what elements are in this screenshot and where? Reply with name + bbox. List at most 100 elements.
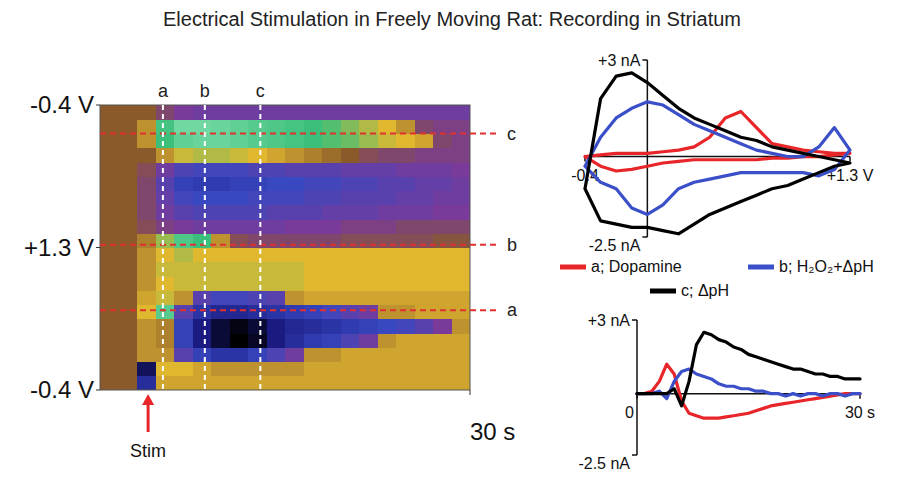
heatmap-cell	[267, 276, 286, 291]
heatmap-cell	[193, 262, 212, 277]
heatmap-cell	[119, 205, 138, 220]
heatmap-cell	[341, 276, 360, 291]
heatmap-cell	[211, 119, 230, 134]
heatmap-cell	[341, 148, 360, 163]
h-marker-label: b	[507, 235, 517, 255]
heatmap-cell	[100, 262, 119, 277]
heatmap-cell	[193, 176, 212, 191]
heatmap-cell	[452, 233, 471, 248]
heatmap-cell	[193, 148, 212, 163]
heatmap-cell	[156, 134, 175, 149]
heatmap-cell	[452, 305, 471, 320]
heatmap-cell	[359, 333, 378, 348]
y-tick-label: +1.3 V	[24, 234, 94, 261]
heatmap-cell	[433, 205, 452, 220]
heatmap-cell	[211, 219, 230, 234]
heatmap-cell	[433, 333, 452, 348]
heatmap-cell	[433, 262, 452, 277]
y-tick	[642, 59, 647, 61]
heatmap-cell	[137, 290, 156, 305]
heatmap-cell	[433, 134, 452, 149]
heatmap-cell	[285, 362, 304, 377]
h-marker-label: a	[507, 300, 518, 320]
heatmap-cell	[211, 262, 230, 277]
heatmap-cell	[174, 276, 193, 291]
heatmap-cell	[174, 248, 193, 263]
heatmap-cell	[415, 319, 434, 334]
y-tick-label: -0.4 V	[30, 376, 94, 403]
legend-swatch	[560, 265, 586, 270]
h-marker-label: c	[507, 124, 516, 144]
heatmap-cell	[304, 162, 323, 177]
heatmap-cell	[193, 362, 212, 377]
heatmap-cell	[378, 191, 397, 206]
heatmap-cell	[322, 262, 341, 277]
heatmap-cell	[359, 105, 378, 120]
heatmap-cell	[396, 319, 415, 334]
y-axis	[636, 320, 638, 455]
heatmap-cell	[285, 191, 304, 206]
heatmap-cell	[100, 148, 119, 163]
heatmap-cell	[211, 319, 230, 334]
figure: Electrical Stimulation in Freely Moving …	[0, 0, 904, 479]
heatmap-cell	[230, 219, 249, 234]
y-tick	[96, 390, 100, 391]
lines	[637, 332, 860, 418]
heatmap-cell	[230, 148, 249, 163]
heatmap-cell	[230, 134, 249, 149]
heatmap-cell	[433, 219, 452, 234]
heatmap-cell	[452, 134, 471, 149]
heatmap-cell	[378, 119, 397, 134]
heatmap-cell	[285, 205, 304, 220]
heatmap-cell	[230, 333, 249, 348]
heatmap-cell	[359, 305, 378, 320]
heatmap-cell	[359, 205, 378, 220]
heatmap-cell	[230, 191, 249, 206]
heatmap-cell	[119, 248, 138, 263]
heatmap-cell	[174, 176, 193, 191]
heatmap-cell	[267, 134, 286, 149]
heatmap-cell	[156, 362, 175, 377]
heatmap-cell	[452, 376, 471, 390]
heatmap-cell	[211, 233, 230, 248]
heatmap-cell	[304, 305, 323, 320]
heatmap-cell	[378, 176, 397, 191]
heatmap-cell	[230, 305, 249, 320]
heatmap-cell	[396, 148, 415, 163]
heatmap-cell	[378, 276, 397, 291]
heatmap-cell	[119, 134, 138, 149]
heatmap-cell	[119, 376, 138, 390]
heatmap-cell	[322, 333, 341, 348]
heatmap-cell	[415, 162, 434, 177]
heatmap-cell	[452, 191, 471, 206]
heatmap-cell	[378, 248, 397, 263]
heatmap-cell	[322, 205, 341, 220]
heatmap-cell	[137, 362, 156, 377]
heatmap-cell	[378, 362, 397, 377]
heatmap-cell	[433, 305, 452, 320]
heatmap-cell	[396, 119, 415, 134]
x-tick-label: 0	[625, 404, 634, 421]
heatmap-cell	[211, 148, 230, 163]
heatmap-cell	[137, 162, 156, 177]
heatmap-cell	[322, 148, 341, 163]
heatmap-cell	[415, 233, 434, 248]
heatmap-cell	[304, 262, 323, 277]
heatmap-cell	[156, 305, 175, 320]
heatmap-cell	[378, 162, 397, 177]
heatmap-cell	[359, 134, 378, 149]
heatmap-cell	[304, 248, 323, 263]
heatmap-cell	[267, 205, 286, 220]
heatmap-cell	[415, 276, 434, 291]
heatmap-cell	[396, 191, 415, 206]
heatmap-cell	[396, 290, 415, 305]
heatmap-cell	[396, 134, 415, 149]
heatmap-cell	[341, 191, 360, 206]
heatmap-cell	[267, 333, 286, 348]
heatmap-cell	[396, 205, 415, 220]
heatmap-cell	[119, 162, 138, 177]
heatmap-cell	[137, 233, 156, 248]
stim-arrow	[147, 404, 150, 432]
heatmap-cell	[248, 219, 267, 234]
heatmap-cell	[452, 276, 471, 291]
